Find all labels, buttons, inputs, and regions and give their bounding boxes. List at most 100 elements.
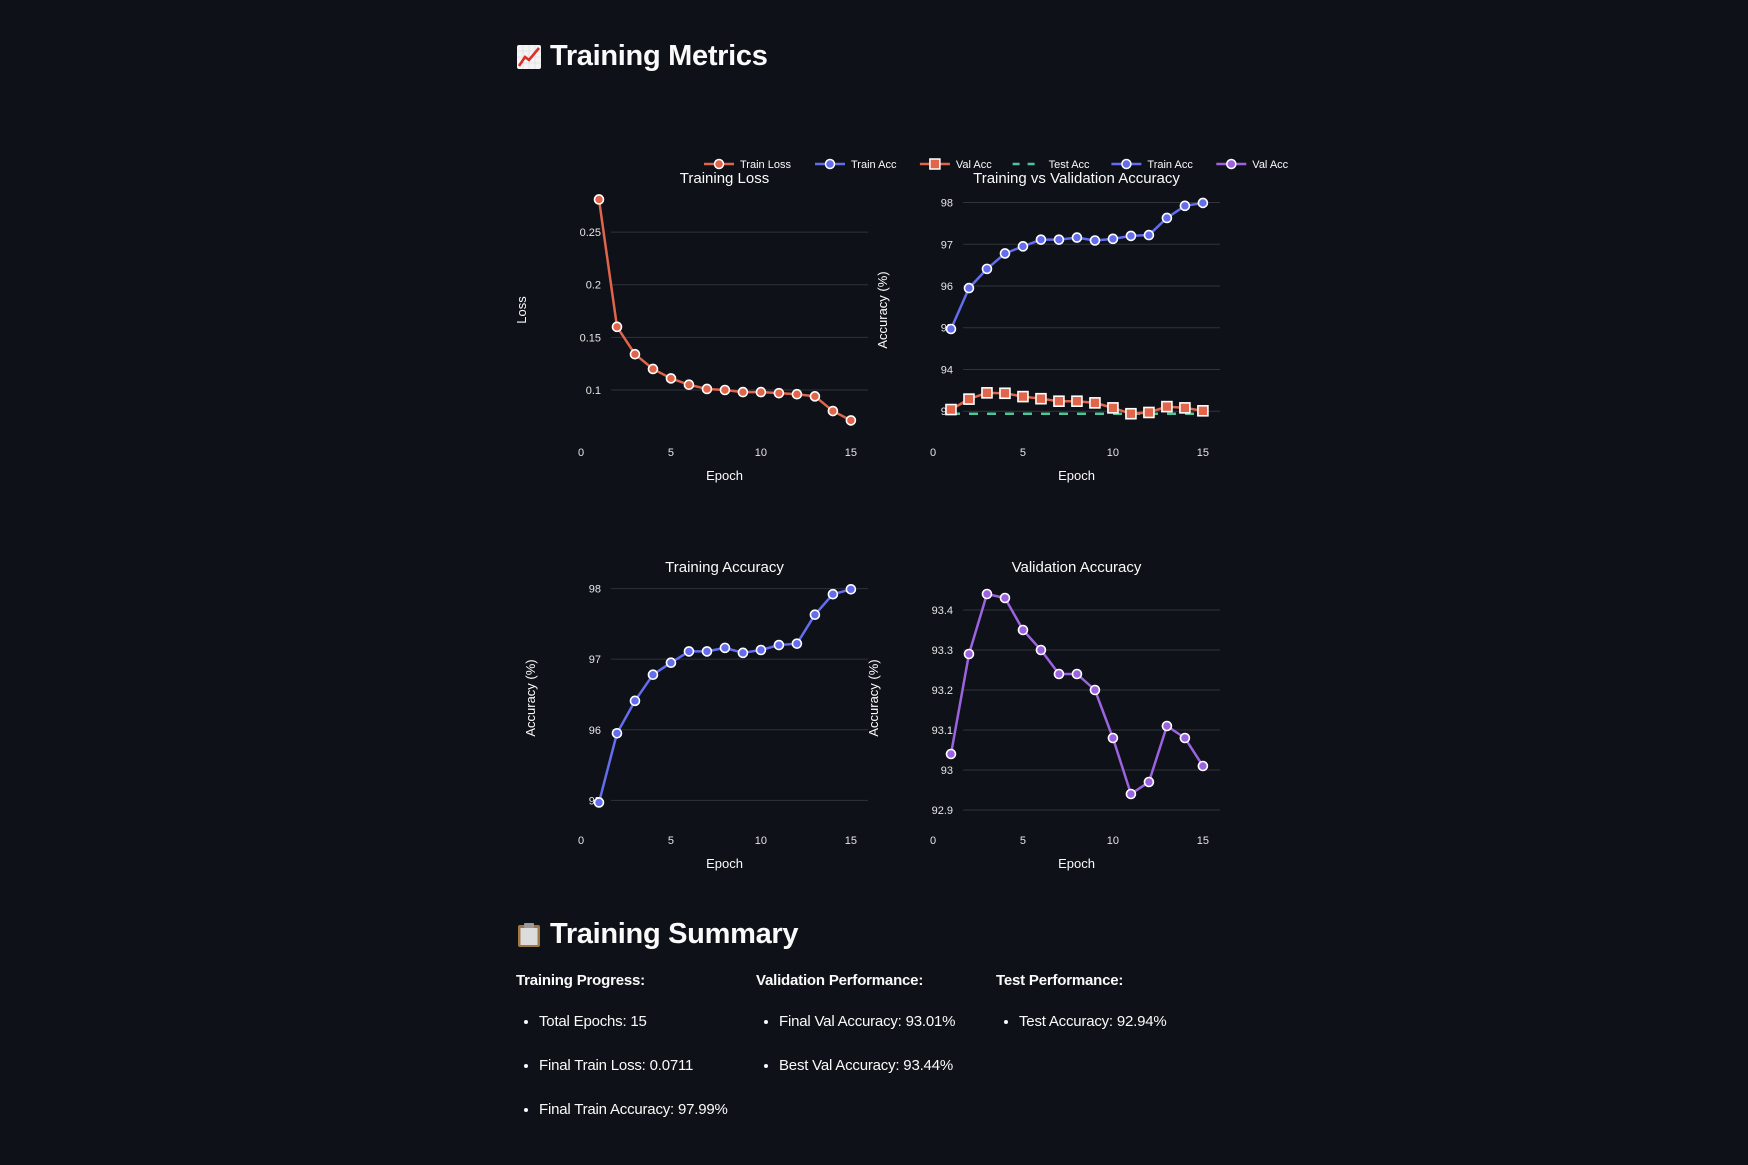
legend-item[interactable]: Val Acc — [1216, 158, 1289, 171]
legend-item[interactable]: Train Loss — [704, 158, 791, 171]
data-point[interactable] — [773, 387, 785, 399]
data-point[interactable] — [1179, 732, 1191, 744]
data-point[interactable] — [1125, 407, 1137, 420]
data-point[interactable] — [593, 797, 605, 808]
legend-item[interactable]: Train Acc — [815, 158, 897, 171]
data-point[interactable] — [629, 695, 641, 707]
data-point[interactable] — [593, 194, 605, 205]
data-point[interactable] — [791, 638, 803, 649]
data-point[interactable] — [701, 646, 713, 657]
column-title: Test Performance: — [996, 972, 1124, 989]
data-point[interactable] — [1125, 788, 1137, 800]
data-point[interactable] — [963, 393, 975, 405]
data-point[interactable] — [1089, 235, 1101, 246]
data-point[interactable] — [1053, 234, 1065, 245]
chart-validation-accuracy[interactable]: 92.9 93 93.1 93.2 93.3 93.4 0 5 10 15 Epoch Accurac… — [866, 559, 1220, 871]
y-axis-title: Accuracy (%) — [523, 659, 538, 736]
data-point[interactable] — [719, 642, 731, 654]
legend-item[interactable]: Test Acc — [1012, 159, 1090, 171]
data-point[interactable] — [1053, 395, 1065, 408]
data-point[interactable] — [1053, 668, 1065, 680]
data-point[interactable] — [845, 583, 857, 595]
data-point[interactable] — [1017, 624, 1029, 636]
data-point[interactable] — [827, 588, 839, 600]
data-point[interactable] — [611, 321, 623, 333]
data-point[interactable] — [629, 348, 641, 360]
data-point[interactable] — [1035, 234, 1047, 245]
x-tick-label: 0 — [578, 447, 584, 459]
data-point[interactable] — [945, 748, 957, 760]
data-point[interactable] — [809, 391, 821, 402]
data-point[interactable] — [981, 387, 993, 399]
data-point[interactable] — [981, 588, 993, 600]
data-point[interactable] — [665, 373, 677, 384]
data-point[interactable] — [1161, 720, 1173, 732]
data-point[interactable] — [1179, 402, 1191, 414]
list-item: Test Accuracy: 92.94% — [1019, 1013, 1236, 1031]
data-point[interactable] — [845, 415, 857, 426]
data-point[interactable] — [755, 386, 767, 398]
data-point[interactable] — [1035, 644, 1047, 656]
data-point[interactable] — [1197, 197, 1209, 209]
data-point[interactable] — [1161, 400, 1173, 413]
data-point[interactable] — [999, 387, 1011, 400]
data-point[interactable] — [809, 609, 821, 621]
data-point[interactable] — [1017, 390, 1029, 403]
series-line — [949, 592, 1204, 796]
data-point[interactable] — [1197, 404, 1209, 417]
x-axis-title: Epoch — [1058, 856, 1095, 871]
data-point[interactable] — [1125, 230, 1137, 242]
legend-item[interactable]: Val Acc — [919, 158, 992, 171]
data-point[interactable] — [1161, 212, 1173, 224]
chart-legend[interactable]: Train Loss Train Acc Val Acc Test Acc Train … — [704, 158, 1289, 171]
data-point[interactable] — [683, 379, 695, 391]
data-point[interactable] — [1089, 684, 1101, 696]
data-point[interactable] — [1197, 760, 1209, 772]
data-point[interactable] — [1143, 229, 1155, 241]
data-point[interactable] — [647, 669, 659, 681]
data-point[interactable] — [755, 644, 767, 656]
data-point[interactable] — [1143, 406, 1155, 419]
y-tick-label: 93 — [941, 765, 953, 777]
data-point[interactable] — [701, 383, 713, 395]
y-tick-label: 0.1 — [586, 385, 601, 397]
data-point[interactable] — [945, 403, 957, 416]
data-point[interactable] — [1107, 732, 1119, 744]
chart-training-vs-validation-accuracy[interactable]: 939495969798051015EpochAccuracy (%)Train… — [875, 170, 1220, 483]
data-point[interactable] — [611, 727, 623, 739]
data-point[interactable] — [1071, 668, 1083, 680]
data-point[interactable] — [1179, 200, 1191, 212]
data-point[interactable] — [1107, 233, 1119, 245]
data-point[interactable] — [737, 386, 749, 398]
data-point[interactable] — [719, 384, 731, 396]
data-point[interactable] — [683, 646, 695, 657]
data-point[interactable] — [1017, 241, 1029, 252]
x-tick-label: 10 — [1107, 835, 1119, 847]
x-tick-label: 15 — [845, 835, 857, 847]
data-point[interactable] — [981, 263, 993, 275]
data-point[interactable] — [999, 592, 1011, 604]
data-point[interactable] — [945, 323, 957, 335]
data-point[interactable] — [999, 248, 1011, 259]
data-point[interactable] — [1071, 395, 1083, 408]
chart-training-loss[interactable]: 0.1 0.15 0.2 0.25 0 5 10 15 Epoch Loss Training Lo… — [514, 170, 868, 483]
legend-item[interactable]: Train Acc — [1111, 158, 1193, 171]
data-point[interactable] — [791, 388, 803, 400]
data-point[interactable] — [737, 647, 749, 659]
data-point[interactable] — [827, 405, 839, 417]
data-point[interactable] — [665, 657, 677, 669]
x-tick-label: 5 — [668, 447, 674, 459]
data-point[interactable] — [1107, 402, 1119, 414]
data-point[interactable] — [647, 363, 659, 375]
data-point[interactable] — [963, 282, 975, 294]
data-point[interactable] — [1143, 776, 1155, 788]
legend-label: Train Loss — [740, 159, 791, 171]
data-point[interactable] — [773, 639, 785, 651]
data-point[interactable] — [1035, 392, 1047, 405]
y-tick-label: 96 — [589, 725, 601, 737]
chart-training-accuracy[interactable]: 95969798051015EpochAccuracy (%)Training … — [523, 559, 868, 871]
data-point[interactable] — [1089, 397, 1101, 409]
data-point[interactable] — [1071, 232, 1083, 243]
data-point[interactable] — [963, 648, 975, 660]
x-tick-label: 15 — [845, 447, 857, 459]
